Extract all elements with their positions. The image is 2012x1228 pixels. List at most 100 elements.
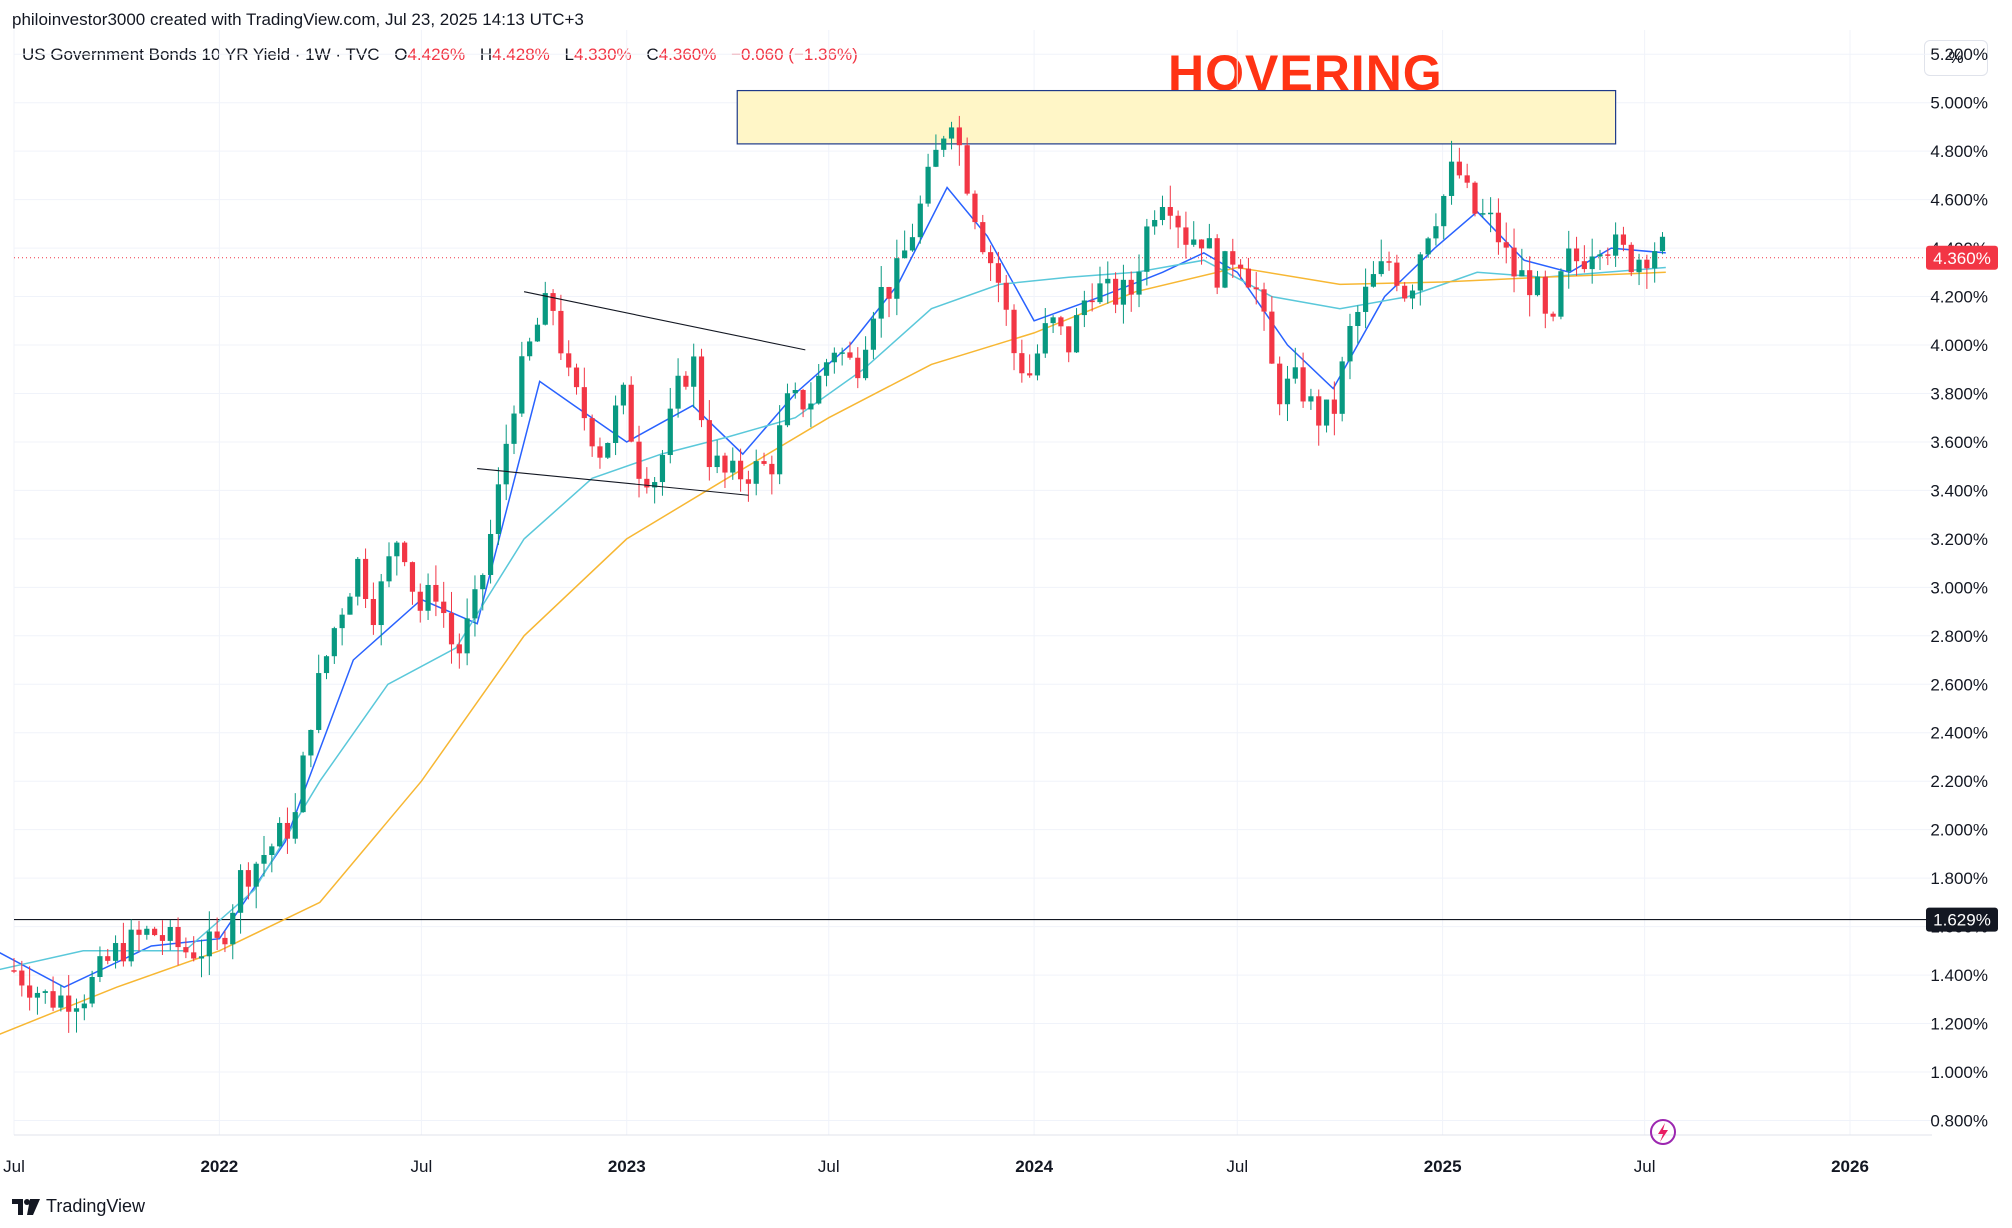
candle <box>230 904 236 960</box>
candle <box>1659 232 1666 255</box>
candle-body <box>1472 182 1478 214</box>
candle <box>58 984 64 1012</box>
candle <box>81 994 87 1021</box>
time-axis[interactable]: Jul 2022 Jul 2023 Jul 2024 Jul 2025 Jul 2026 <box>3 1157 1869 1176</box>
candle <box>745 470 751 502</box>
price-chart[interactable]: 5.200%5.000%4.800%4.600%4.400%4.200%4.00… <box>0 0 2012 1180</box>
price-axis-label: 2.000% <box>1930 821 1988 840</box>
candle-body <box>573 367 580 388</box>
candle <box>323 655 330 680</box>
price-axis-label: 5.200% <box>1930 45 1988 64</box>
candle <box>1441 194 1447 240</box>
candle-body <box>386 556 392 582</box>
price-unit-button[interactable]: % <box>1924 40 1988 76</box>
candle-body <box>394 542 400 557</box>
candle-body <box>136 929 142 935</box>
time-axis-label: 2026 <box>1831 1157 1869 1176</box>
candle <box>1238 259 1244 280</box>
candle-body <box>1488 212 1494 215</box>
footer-brand: TradingView <box>46 1196 146 1216</box>
candle <box>808 382 814 428</box>
candle <box>917 195 923 244</box>
moving-averages <box>0 186 1666 1035</box>
candle-body <box>1284 378 1291 405</box>
candle <box>1019 339 1025 383</box>
candle-body <box>1066 326 1072 353</box>
candle-body <box>527 341 533 357</box>
price-tags: 4.360% 1.629% <box>1926 245 1998 932</box>
candle-body <box>1480 213 1486 215</box>
candle-body <box>370 598 376 626</box>
candle <box>1245 257 1252 289</box>
candle <box>964 137 970 196</box>
candle-body <box>503 443 509 485</box>
candle <box>1464 163 1470 189</box>
candle-body <box>628 384 634 442</box>
candle-body <box>777 425 783 475</box>
candle <box>362 548 369 609</box>
candle-body <box>909 237 916 251</box>
candle <box>441 581 447 628</box>
candle-body <box>534 324 541 342</box>
candle <box>527 337 533 361</box>
candle-body <box>42 991 48 993</box>
candle <box>1308 388 1314 410</box>
candle <box>691 343 697 408</box>
candle-body <box>1261 289 1267 312</box>
candle-body <box>1620 234 1627 245</box>
tradingview-footer[interactable]: TradingView <box>12 1196 145 1217</box>
candle <box>1230 238 1236 278</box>
candle-body <box>89 976 95 1004</box>
candle <box>277 817 283 847</box>
candle-body <box>355 558 361 597</box>
bolt-icon[interactable] <box>1650 1119 1676 1145</box>
candle <box>1628 242 1634 277</box>
candle <box>995 251 1002 303</box>
candle-body <box>1316 396 1322 426</box>
candle <box>909 223 916 252</box>
candle <box>956 115 962 166</box>
candle <box>730 447 736 480</box>
candle <box>1519 248 1525 277</box>
candle <box>370 582 376 635</box>
price-axis-label: 2.200% <box>1930 772 1988 791</box>
candle <box>683 371 689 390</box>
last-price-tag-bg <box>1926 245 1998 270</box>
candle-body <box>511 413 517 444</box>
price-axis[interactable]: 5.200%5.000%4.800%4.600%4.400%4.200%4.00… <box>1930 45 1988 1130</box>
candle <box>1386 251 1392 271</box>
candle <box>1363 268 1369 329</box>
price-axis-label: 3.000% <box>1930 578 1988 597</box>
candle <box>339 608 345 646</box>
candle <box>1488 197 1494 233</box>
candle-body <box>292 812 298 839</box>
candle-body <box>464 618 470 654</box>
candle-body <box>1433 226 1439 239</box>
trendline <box>523 291 806 351</box>
candle-body <box>1308 396 1314 402</box>
candle-body <box>1206 238 1212 249</box>
candle-body <box>1550 313 1556 317</box>
candle-body <box>1081 300 1087 316</box>
candle-body <box>1019 353 1025 374</box>
candle <box>128 919 134 967</box>
candle-body <box>1347 325 1353 362</box>
candle <box>237 864 244 934</box>
candle <box>1448 140 1455 205</box>
candle <box>855 347 861 389</box>
candle <box>620 382 626 415</box>
candle-body <box>1152 220 1158 227</box>
price-axis-label: 2.400% <box>1930 724 1988 743</box>
candle-body <box>1198 239 1205 249</box>
candle <box>1370 261 1377 288</box>
candle <box>120 922 126 967</box>
candle-body <box>1581 261 1587 270</box>
candle-body <box>597 446 603 458</box>
candle <box>558 294 564 360</box>
candle-body <box>1089 300 1095 303</box>
candle <box>933 134 939 168</box>
candle <box>1152 210 1158 235</box>
candle <box>1222 250 1228 289</box>
candle <box>737 448 744 492</box>
candle <box>628 376 634 443</box>
